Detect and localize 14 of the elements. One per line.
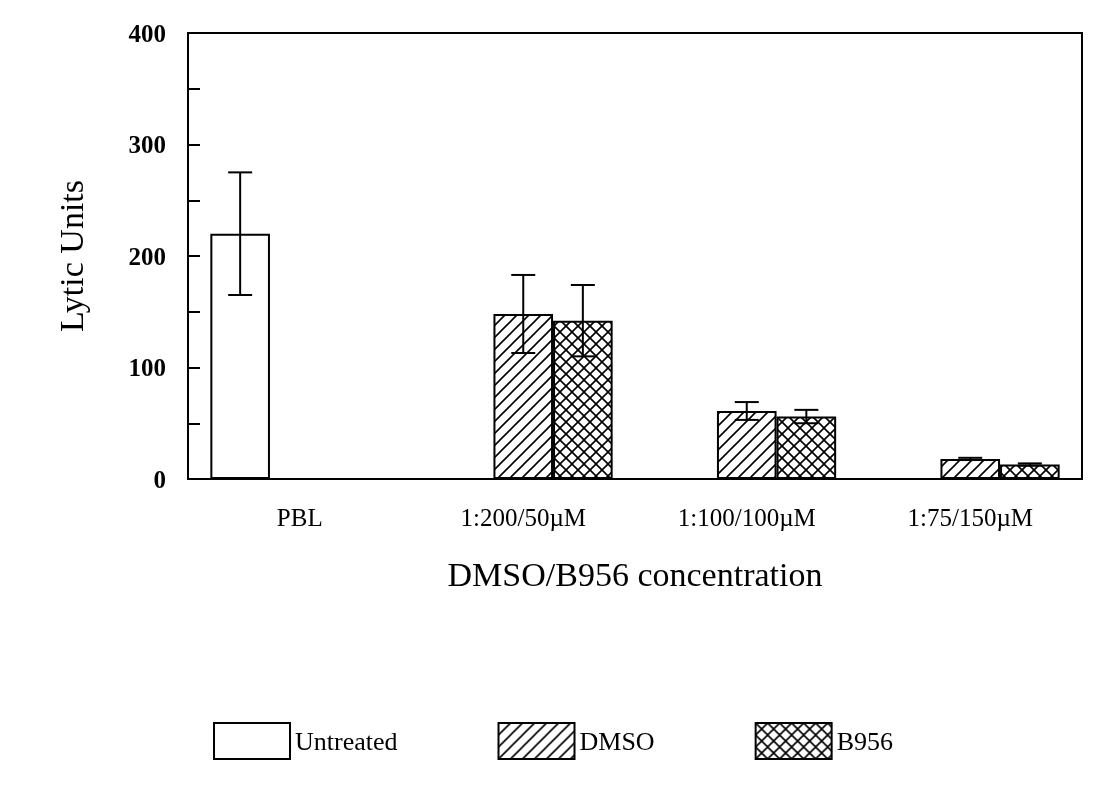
x-tick-label: 1:200/50µM [460, 504, 587, 531]
y-tick-label: 100 [128, 354, 166, 381]
y-axis-title: Lytic Units [52, 179, 90, 333]
legend-label: Untreated [295, 726, 398, 756]
legend-label: DMSO [579, 726, 655, 756]
x-tick-label: 1:100/100µM [677, 504, 816, 531]
x-tick-label: 1:75/150µM [907, 504, 1034, 531]
y-tick-label: 400 [128, 19, 166, 47]
y-tick-label: 200 [128, 242, 166, 270]
y-tick-label: 0 [153, 465, 166, 493]
x-tick-label: PBL [276, 504, 323, 531]
x-axis-title: DMSO/B956 concentration [447, 555, 823, 593]
y-tick-label: 300 [128, 131, 166, 158]
legend-label: B956 [836, 726, 893, 756]
